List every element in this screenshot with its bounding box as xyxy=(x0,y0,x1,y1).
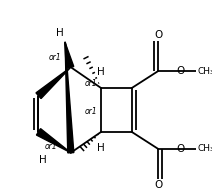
Text: O: O xyxy=(176,144,184,154)
Text: CH₃: CH₃ xyxy=(198,66,212,75)
Polygon shape xyxy=(36,129,71,153)
Polygon shape xyxy=(36,67,71,98)
Polygon shape xyxy=(65,42,74,153)
Text: O: O xyxy=(154,30,162,40)
Text: or1: or1 xyxy=(45,142,57,151)
Text: O: O xyxy=(176,66,184,76)
Text: H: H xyxy=(39,155,47,165)
Text: H: H xyxy=(56,28,64,38)
Text: H: H xyxy=(97,143,105,153)
Text: CH₃: CH₃ xyxy=(198,144,212,153)
Text: or1: or1 xyxy=(48,53,61,62)
Text: H: H xyxy=(97,67,105,77)
Text: O: O xyxy=(154,180,162,190)
Polygon shape xyxy=(65,42,74,68)
Text: or1: or1 xyxy=(84,79,97,88)
Text: or1: or1 xyxy=(84,107,97,116)
